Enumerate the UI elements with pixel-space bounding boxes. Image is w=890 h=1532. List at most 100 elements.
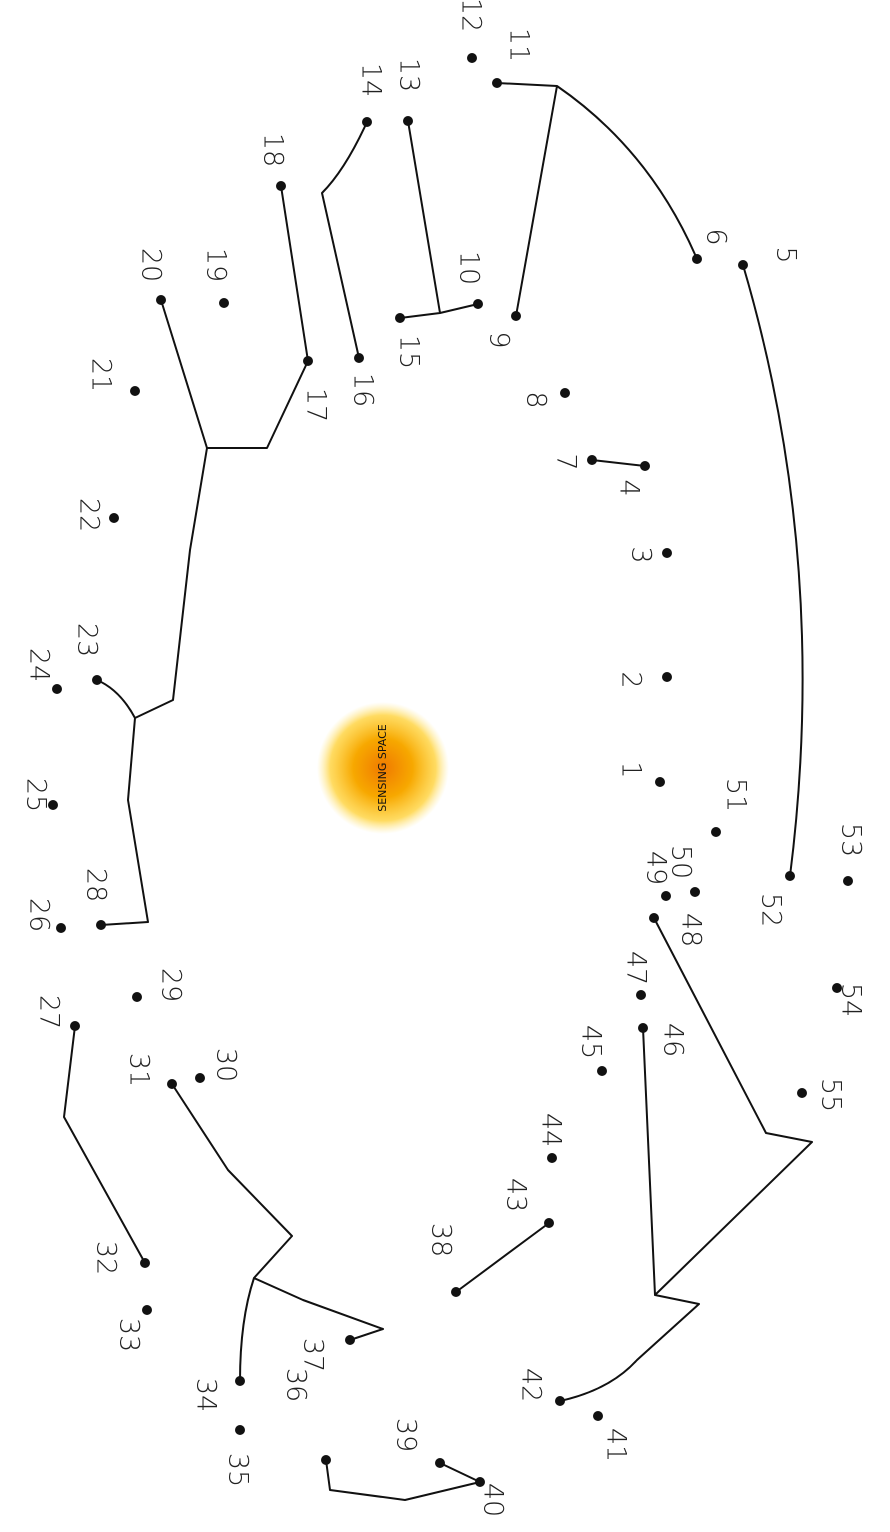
sensor-dot: [156, 295, 166, 305]
sensor-dot: [92, 675, 102, 685]
sensor-label: 28: [81, 868, 112, 902]
sensor-label: 32: [91, 1241, 122, 1275]
sensor-dot: [785, 871, 795, 881]
sensor-label: 22: [74, 498, 105, 532]
sensor-dot: [797, 1088, 807, 1098]
sensor-dot: [662, 548, 672, 558]
sensor-dot: [738, 260, 748, 270]
sensor-dot: [96, 920, 106, 930]
sensor-label: 42: [516, 1368, 547, 1402]
sensor-dot: [636, 990, 646, 1000]
sensor-dot: [362, 117, 372, 127]
sensor-label: 45: [576, 1025, 607, 1059]
wire: [742, 264, 804, 877]
sensor-dot: [655, 777, 665, 787]
sensor-dot: [395, 313, 405, 323]
sensor-label: 23: [72, 623, 103, 657]
center-label: SENSING SPACE: [376, 724, 389, 812]
sensor-label: 19: [201, 248, 232, 282]
sensor-dot: [711, 827, 721, 837]
sensor-dot: [547, 1153, 557, 1163]
sensor-dot: [662, 672, 672, 682]
sensor-label: 47: [621, 951, 652, 985]
sensor-dot: [451, 1287, 461, 1297]
sensor-label: 14: [356, 63, 387, 97]
sensor-label: 53: [836, 823, 867, 857]
sensor-dot: [276, 181, 286, 191]
sensor-dot: [555, 1396, 565, 1406]
sensor-dot: [690, 887, 700, 897]
wire: [559, 917, 813, 1402]
sensor-label: 34: [191, 1378, 222, 1412]
sensor-dot: [475, 1477, 485, 1487]
sensor-dot: [195, 1073, 205, 1083]
sensor-dot: [142, 1305, 152, 1315]
wire: [280, 121, 368, 362]
sensor-label: 50: [666, 845, 697, 879]
sensor-label: 30: [211, 1048, 242, 1082]
sensor-dot: [597, 1066, 607, 1076]
sensor-label: 20: [136, 248, 167, 282]
sensor-dot: [109, 513, 119, 523]
sensor-label: 9: [484, 331, 515, 348]
sensor-dot: [692, 254, 702, 264]
sensor-label: 10: [454, 251, 485, 285]
sensor-label: 55: [816, 1078, 847, 1112]
wire: [399, 120, 479, 319]
sensor-label: 38: [426, 1223, 457, 1257]
sensor-dot: [219, 298, 229, 308]
sensor-dot: [473, 299, 483, 309]
wire: [496, 82, 698, 317]
sensor-label: 13: [394, 58, 425, 92]
sensor-label: 11: [504, 28, 535, 62]
sensor-label: 41: [601, 1428, 632, 1462]
sensor-label: 5: [771, 246, 802, 263]
sensor-dot: [48, 800, 58, 810]
sensor-dot: [638, 1023, 648, 1033]
sensor-label: 8: [521, 391, 552, 408]
sensor-label: 12: [456, 0, 487, 32]
sensor-label: 35: [223, 1453, 254, 1487]
sensor-label: 25: [21, 778, 52, 812]
sensor-dot: [492, 78, 502, 88]
sensor-dot: [593, 1411, 603, 1421]
sensor-dot: [140, 1258, 150, 1268]
sensor-label: 51: [721, 778, 752, 812]
sensor-dot: [843, 876, 853, 886]
sensor-dot: [511, 311, 521, 321]
sensor-dot: [560, 388, 570, 398]
sensor-dot: [435, 1458, 445, 1468]
sensor-dot: [649, 913, 659, 923]
sensor-label: 16: [348, 373, 379, 407]
sensor-label: 52: [756, 893, 787, 927]
sensor-dot: [587, 455, 597, 465]
wire: [455, 1222, 550, 1293]
sensor-label: 18: [258, 133, 289, 167]
sensor-dot: [640, 461, 650, 471]
sensor-dot: [167, 1079, 177, 1089]
sensor-label: 26: [24, 898, 55, 932]
sensing-glow: [317, 702, 449, 834]
sensor-label: 1: [616, 761, 647, 778]
sensor-label: 49: [641, 851, 672, 885]
sensor-label: 17: [301, 388, 332, 422]
sensor-dot: [132, 992, 142, 1002]
sensor-label: 48: [676, 913, 707, 947]
wires: [63, 82, 813, 1501]
sensor-dot: [321, 1455, 331, 1465]
sensor-dot: [235, 1425, 245, 1435]
sensor-dot: [467, 53, 477, 63]
sensor-label: 4: [614, 479, 645, 496]
wire: [325, 1459, 481, 1501]
sensor-label: 36: [281, 1368, 312, 1402]
sensor-label: 6: [701, 228, 732, 245]
sensor-label: 15: [394, 335, 425, 369]
sensor-label: 24: [24, 648, 55, 682]
wire: [63, 1025, 146, 1264]
sensor-label: 39: [391, 1418, 422, 1452]
sensor-label: 33: [114, 1318, 145, 1352]
sensor-dot: [661, 891, 671, 901]
sensor-label: 2: [616, 671, 647, 688]
wire: [171, 1083, 384, 1382]
